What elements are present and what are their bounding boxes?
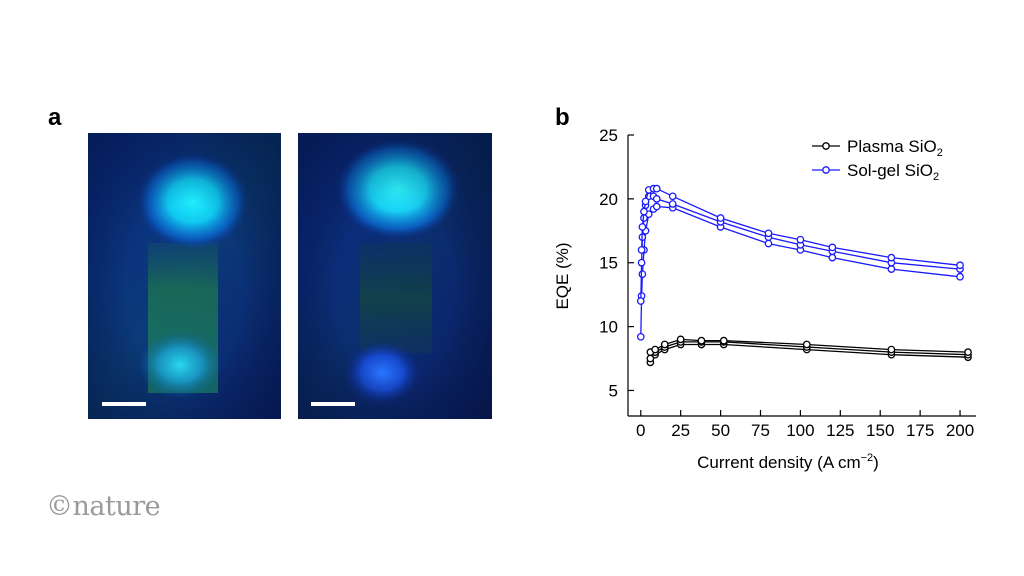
- data-point: [887, 345, 896, 354]
- y-tick-label: 25: [599, 126, 618, 145]
- scale-bar: [311, 402, 355, 406]
- eqe-chart: 5 10 15 20 25 0 25 50 75 100 125 150 175 200 Plasma S…: [553, 126, 976, 472]
- x-tick-label: 150: [866, 421, 894, 440]
- legend-label: Plasma SiO2: [847, 137, 943, 159]
- data-point: [764, 229, 773, 238]
- data-point: [764, 239, 773, 248]
- data-point: [637, 258, 646, 267]
- x-tick-label: 75: [751, 421, 770, 440]
- data-point: [668, 192, 677, 201]
- y-axis-label: EQE (%): [553, 242, 572, 309]
- data-point: [802, 340, 811, 349]
- data-point: [636, 297, 645, 305]
- legend-marker: [822, 142, 830, 150]
- scale-bar: [102, 402, 146, 406]
- data-point: [652, 202, 661, 211]
- y-tick-label: 5: [609, 381, 618, 400]
- data-point: [676, 335, 685, 344]
- data-point: [964, 348, 972, 356]
- chart-series: [636, 184, 972, 367]
- data-point: [887, 265, 896, 273]
- panel-label-a: a: [48, 104, 62, 131]
- chart-axes: 5 10 15 20 25 0 25 50 75 100 125 150 175 200: [599, 126, 976, 440]
- y-tick-label: 10: [599, 318, 618, 337]
- micrograph-right: [298, 133, 492, 419]
- series-line-4: [640, 205, 961, 337]
- data-point: [638, 223, 647, 231]
- data-point: [828, 253, 837, 262]
- micrograph-right-image: [298, 133, 492, 419]
- data-point: [668, 200, 677, 208]
- data-point: [651, 345, 659, 354]
- data-point: [652, 184, 661, 193]
- data-point: [697, 336, 706, 345]
- data-point: [716, 214, 725, 222]
- x-tick-label: 0: [636, 421, 645, 440]
- data-point: [652, 195, 661, 203]
- data-point: [636, 332, 645, 341]
- micrograph-left-image: [88, 133, 281, 419]
- data-point: [719, 336, 728, 345]
- data-point: [640, 207, 648, 216]
- micrograph-left: [88, 133, 281, 419]
- x-tick-label: 25: [671, 421, 690, 440]
- x-tick-label: 175: [906, 421, 934, 440]
- legend-label: Sol-gel SiO2: [847, 161, 939, 183]
- y-tick-label: 20: [599, 190, 618, 209]
- data-point: [796, 235, 805, 244]
- data-point: [660, 340, 669, 349]
- data-point: [641, 197, 650, 206]
- x-tick-label: 200: [946, 421, 974, 440]
- x-tick-label: 100: [786, 421, 814, 440]
- data-point: [637, 246, 646, 254]
- x-tick-label: 125: [826, 421, 854, 440]
- nature-logo: ©nature: [46, 491, 161, 522]
- data-point: [638, 270, 647, 279]
- y-tick-label: 15: [599, 254, 618, 273]
- data-point: [956, 261, 964, 270]
- legend-marker: [822, 166, 830, 174]
- data-point: [646, 354, 655, 363]
- data-point: [956, 272, 964, 281]
- data-point: [828, 243, 837, 252]
- panel-label-b: b: [555, 104, 570, 131]
- x-axis-label: Current density (A cm−2): [697, 452, 879, 472]
- data-point: [887, 253, 896, 262]
- x-tick-label: 50: [711, 421, 730, 440]
- series-line-6: [640, 187, 961, 266]
